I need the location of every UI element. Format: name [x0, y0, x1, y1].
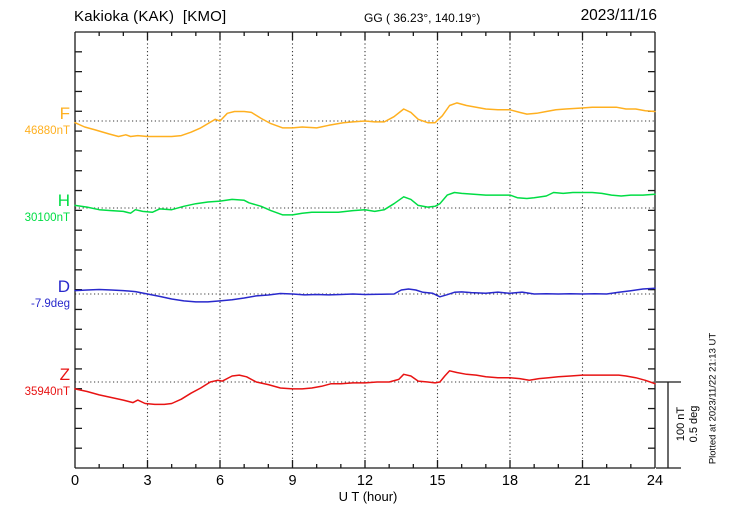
plotted-timestamp-note: Plotted at 2023/11/22 21:13 UT: [707, 332, 719, 465]
channel-letter-H: H: [57, 191, 70, 210]
x-tick-label: 0: [70, 473, 80, 489]
channel-label-H: H 30100nT: [25, 191, 70, 225]
x-tick-label: 3: [143, 473, 152, 489]
baseline-value-H: 30100nT: [24, 212, 70, 224]
x-tick-label: 24: [646, 473, 664, 489]
x-axis-label: U T (hour): [338, 489, 398, 504]
geographic-coordinates: GG ( 36.23°, 140.19°): [364, 11, 481, 25]
baseline-value-D: -7.9deg: [30, 298, 70, 310]
channel-letter-D: D: [57, 277, 70, 296]
channel-label-Z: Z 35940nT: [25, 365, 70, 399]
trace-H: [74, 191, 656, 216]
x-tick-label: 15: [429, 473, 446, 489]
channel-letter-Z: Z: [59, 365, 70, 384]
baseline-value-Z: 35940nT: [24, 386, 70, 398]
x-tick-label: 18: [501, 473, 519, 489]
x-tick-label: 12: [356, 473, 374, 489]
trace-D: [74, 287, 656, 303]
baseline-value-F: 46880nT: [24, 125, 70, 137]
observation-date: 2023/11/16: [580, 7, 657, 24]
x-tick-label: 9: [288, 473, 297, 489]
station-title: Kakioka (KAK) [KMO]: [74, 8, 227, 25]
channel-label-F: F 46880nT: [25, 104, 70, 138]
trace-Z: [74, 370, 656, 406]
x-tick-label: 21: [574, 473, 591, 489]
channel-label-D: D -7.9deg: [31, 277, 70, 311]
channel-letter-F: F: [59, 104, 70, 123]
trace-F: [74, 102, 656, 138]
scale-bar-label: 100 nT 0.5 deg: [675, 405, 700, 443]
x-tick-label: 6: [215, 473, 225, 489]
